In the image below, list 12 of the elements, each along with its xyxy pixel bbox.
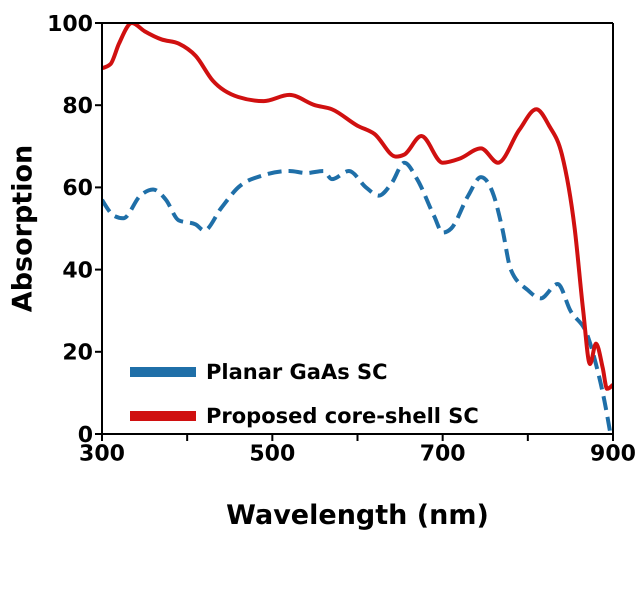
x-tick-label: 900 <box>590 442 636 467</box>
x-tick-label: 700 <box>420 442 466 467</box>
x-axis-title: Wavelength (nm) <box>226 500 489 531</box>
y-tick-label: 60 <box>62 176 93 202</box>
y-tick-label: 20 <box>62 340 93 366</box>
legend-label: Proposed core-shell SC <box>206 404 479 428</box>
legend-label: Planar GaAs SC <box>206 360 388 384</box>
y-axis-title: Absorption <box>8 144 39 312</box>
y-tick-label: 100 <box>47 12 93 37</box>
y-tick-label: 40 <box>62 258 93 284</box>
x-tick-label: 500 <box>249 442 296 467</box>
y-tick-label: 80 <box>62 94 93 120</box>
